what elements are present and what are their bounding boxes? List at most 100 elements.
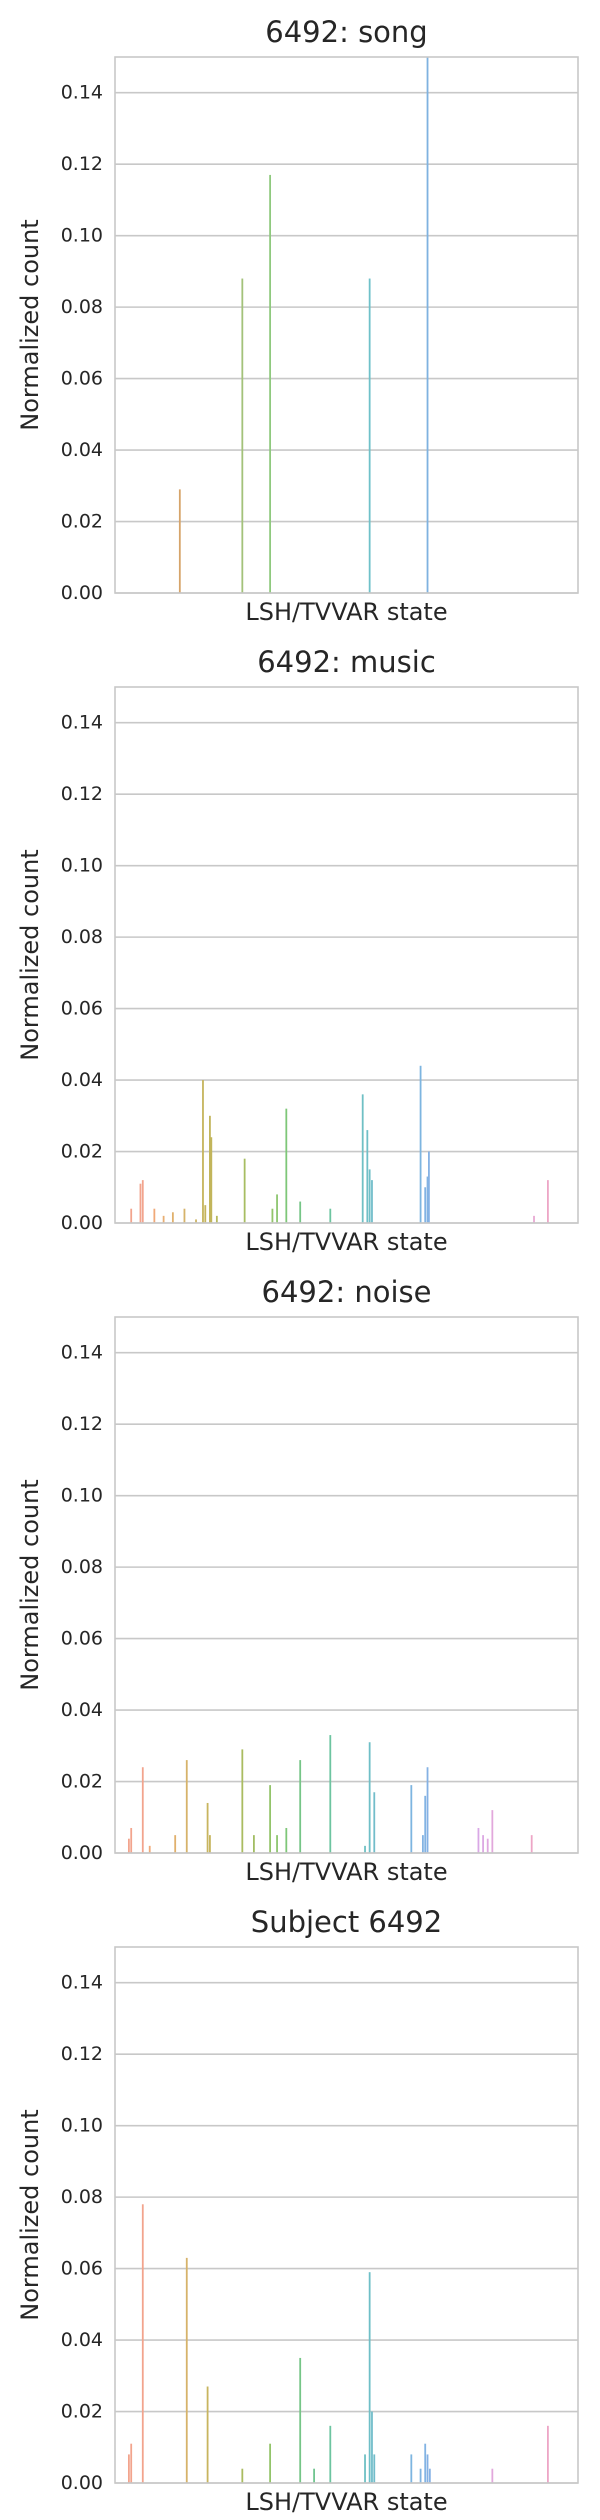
y-tick-label: 0.14 — [61, 712, 103, 734]
y-tick-label: 0.12 — [61, 2043, 103, 2065]
x-axis-label: LSH/TVVAR state — [245, 2488, 447, 2516]
bar — [148, 1845, 151, 1853]
bar — [285, 1827, 288, 1853]
bar — [130, 2443, 133, 2483]
y-tick-label: 0.08 — [61, 926, 103, 948]
bar — [127, 2454, 130, 2483]
bar — [269, 2443, 272, 2483]
bar — [185, 2257, 188, 2483]
bar — [371, 2411, 373, 2483]
y-tick-label: 0.00 — [61, 582, 103, 604]
chart-title: 6492: song — [265, 15, 427, 49]
bar — [428, 2468, 431, 2483]
bar — [426, 2454, 429, 2483]
bar — [141, 1180, 144, 1223]
chart-title: Subject 6492 — [251, 1905, 442, 1939]
bar — [533, 1215, 535, 1223]
bar — [162, 1215, 165, 1223]
bar — [204, 1205, 207, 1223]
bar — [410, 2454, 413, 2483]
y-tick-label: 0.04 — [61, 439, 103, 461]
bar — [276, 1194, 278, 1223]
bar — [364, 2454, 366, 2483]
bar — [419, 2468, 422, 2483]
bar — [424, 2443, 427, 2483]
bar — [419, 1065, 422, 1223]
bar — [269, 1785, 272, 1853]
chart-music: 0.00 0.02 0.04 0.06 0.08 0.10 0.12 0.14 6492: mu… — [16, 645, 579, 1256]
bar — [127, 1838, 130, 1853]
bar — [299, 1201, 302, 1223]
plot-area — [115, 1947, 578, 2483]
y-tick-label: 0.04 — [61, 1069, 103, 1091]
bar — [209, 1115, 211, 1223]
plot-frame — [114, 1316, 579, 1854]
y-tick-label: 0.10 — [61, 855, 103, 877]
y-tick-label: 0.12 — [61, 783, 103, 805]
y-axis-label: Normalized count — [16, 219, 44, 430]
bar — [202, 1080, 204, 1223]
chart-subject: 0.00 0.02 0.04 0.06 0.08 0.10 0.12 0.14 Subject … — [16, 1905, 579, 2516]
chart-title: 6492: noise — [262, 1275, 432, 1309]
bar — [271, 1208, 274, 1223]
bar — [174, 1835, 177, 1853]
bar — [491, 2468, 494, 2483]
bar — [141, 2204, 144, 2483]
bar — [299, 1760, 302, 1853]
bar — [178, 489, 181, 593]
bar — [410, 1785, 413, 1853]
bar — [329, 2425, 332, 2483]
y-tick-label: 0.12 — [61, 153, 103, 175]
chart-title: 6492: music — [257, 645, 436, 679]
y-tick-label: 0.02 — [61, 1141, 103, 1163]
y-tick-label: 0.06 — [61, 998, 103, 1020]
y-axis-label: Normalized count — [16, 1479, 44, 1690]
chart-noise: 0.00 0.02 0.04 0.06 0.08 0.10 0.12 0.14 6492: no… — [16, 1275, 579, 1886]
bar — [491, 1810, 494, 1853]
bar — [426, 1767, 429, 1853]
bar — [477, 1827, 480, 1853]
y-tick-label: 0.00 — [61, 1212, 103, 1234]
bar — [139, 1183, 142, 1223]
bar — [547, 2425, 549, 2483]
bar — [482, 1835, 484, 1853]
bar — [141, 1767, 144, 1853]
y-axis-label: Normalized count — [16, 849, 44, 1060]
bar — [361, 1094, 364, 1223]
bar — [130, 1208, 133, 1223]
plot-frame — [114, 1946, 579, 2484]
bar — [424, 1795, 427, 1853]
y-tick-label: 0.08 — [61, 296, 103, 318]
y-tick-label: 0.06 — [61, 1628, 103, 1650]
bar — [547, 1180, 549, 1223]
bar — [426, 57, 429, 593]
y-tick-label: 0.10 — [61, 1485, 103, 1507]
bar — [185, 1760, 188, 1853]
bar — [171, 1212, 174, 1223]
y-tick-label: 0.02 — [61, 2401, 103, 2423]
bar — [209, 1835, 211, 1853]
bar — [424, 1187, 427, 1223]
x-axis-label: LSH/TVVAR state — [245, 1228, 447, 1256]
bar — [215, 1215, 218, 1223]
y-tick-label: 0.02 — [61, 1771, 103, 1793]
y-tick-label: 0.12 — [61, 1413, 103, 1435]
bar — [366, 1130, 369, 1223]
bar — [368, 1169, 371, 1223]
bar — [329, 1735, 332, 1853]
bar — [241, 1749, 244, 1853]
bar — [368, 278, 371, 593]
x-axis-label: LSH/TVVAR state — [245, 598, 447, 626]
bar — [421, 1835, 424, 1853]
bar — [130, 1827, 133, 1853]
plot-area — [115, 1317, 578, 1853]
chart-song: 0.00 0.02 0.04 0.06 0.08 0.10 0.12 0.14 6492: so… — [16, 15, 579, 626]
bar — [183, 1208, 186, 1223]
y-tick-label: 0.10 — [61, 2115, 103, 2137]
bar — [206, 1802, 209, 1853]
bar — [364, 1845, 366, 1853]
bar — [241, 2468, 244, 2483]
bar — [206, 2386, 209, 2483]
bar — [530, 1835, 533, 1853]
